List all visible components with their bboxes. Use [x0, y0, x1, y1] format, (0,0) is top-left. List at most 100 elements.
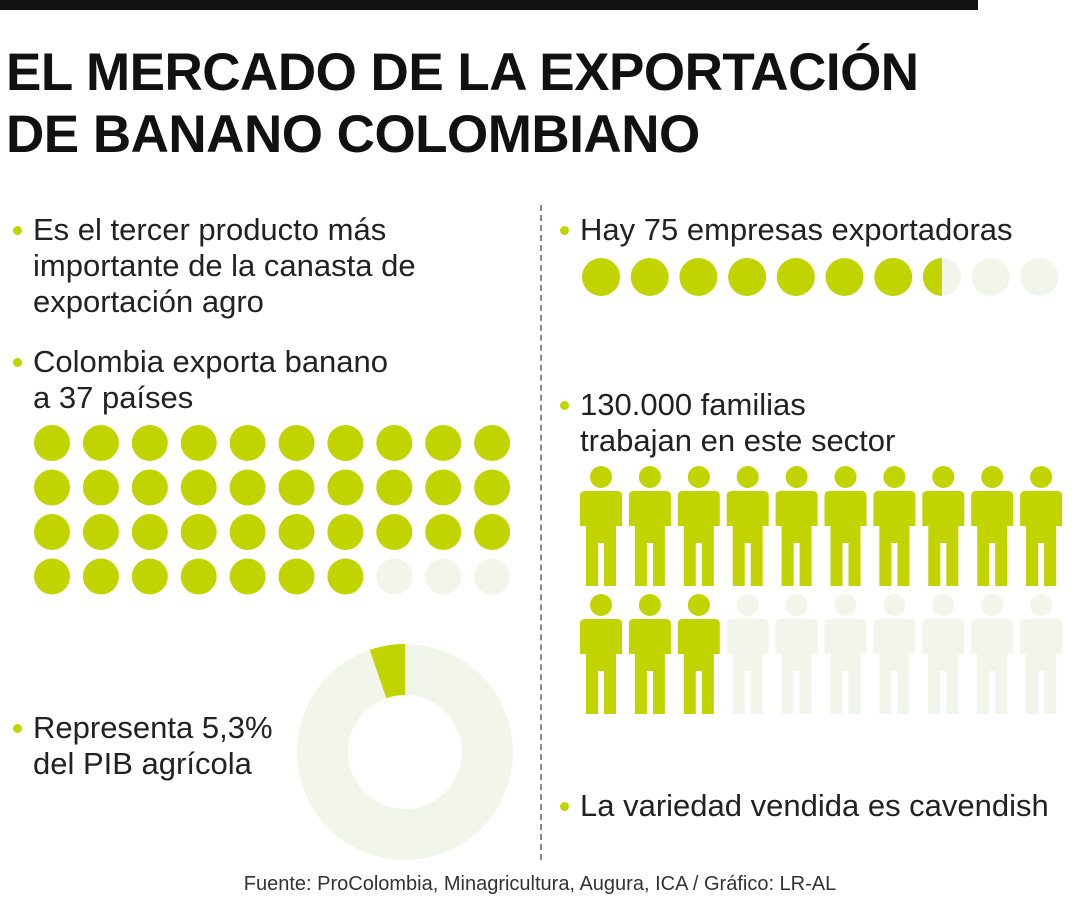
country-dot	[131, 558, 168, 595]
country-dot	[376, 469, 413, 506]
bullet-icon	[560, 401, 569, 410]
person-icon	[726, 594, 769, 714]
country-dot	[82, 558, 119, 595]
country-dot	[376, 514, 413, 550]
person-icon	[971, 466, 1014, 586]
company-dot	[1020, 258, 1059, 296]
person-icon	[922, 466, 965, 586]
fact-line: Representa 5,3%	[33, 710, 273, 745]
top-rule	[0, 0, 978, 10]
bullet-icon	[13, 226, 22, 235]
country-dot	[474, 558, 511, 595]
person-icon	[922, 594, 965, 714]
title-line-2: DE BANANO COLOMBIANO	[6, 105, 700, 164]
column-divider	[540, 205, 542, 860]
company-dot	[679, 258, 718, 296]
country-dot	[425, 558, 462, 595]
country-dot	[474, 514, 511, 550]
person-icon	[628, 466, 671, 586]
bullet-icon	[560, 802, 569, 811]
fact-pib: Representa 5,3% del PIB agrícola	[13, 710, 273, 782]
country-dot	[327, 514, 364, 550]
country-dot	[131, 469, 168, 506]
fact-companies: Hay 75 empresas exportadoras	[560, 212, 1013, 248]
country-dot	[229, 425, 266, 461]
fact-line: Colombia exporta banano	[33, 344, 389, 379]
country-dot	[180, 558, 217, 595]
page-title: EL MERCADO DE LA EXPORTACIÓN DE BANANO C…	[6, 42, 1006, 166]
person-icon	[1020, 594, 1063, 714]
country-dot	[474, 425, 511, 461]
company-dot	[582, 258, 620, 296]
country-dot	[131, 514, 168, 550]
country-dot	[327, 558, 364, 595]
person-icon	[873, 466, 916, 586]
country-dot	[278, 469, 315, 506]
country-dot	[229, 514, 266, 550]
country-dot	[425, 425, 462, 461]
country-dot	[180, 514, 217, 550]
country-dot	[82, 425, 119, 461]
country-dot	[82, 469, 119, 506]
fact-line: 130.000 familias	[580, 387, 806, 422]
country-dot	[474, 469, 511, 506]
donut-slice	[369, 644, 405, 699]
country-dot	[425, 469, 462, 506]
person-icon	[628, 594, 671, 714]
fact-line: La variedad vendida es cavendish	[580, 788, 1049, 823]
person-icon	[580, 594, 622, 714]
bullet-icon	[560, 226, 569, 235]
fact-line: trabajan en este sector	[580, 423, 896, 458]
company-dot	[630, 258, 669, 296]
country-dot	[425, 514, 462, 550]
company-dot-half	[922, 258, 942, 296]
country-dot	[278, 558, 315, 595]
person-icon	[824, 466, 867, 586]
bullet-icon	[13, 358, 22, 367]
person-icon	[971, 594, 1014, 714]
fact-variety: La variedad vendida es cavendish	[560, 788, 1049, 824]
country-dot	[180, 425, 217, 461]
country-dot	[278, 514, 315, 550]
country-dot	[229, 558, 266, 595]
person-icon	[677, 594, 720, 714]
country-dot	[34, 558, 70, 595]
bullet-icon	[13, 724, 22, 733]
person-icon	[726, 466, 769, 586]
country-dot	[131, 425, 168, 461]
country-dot	[327, 469, 364, 506]
person-icon	[580, 466, 622, 586]
country-dot	[327, 425, 364, 461]
fact-line: exportación agro	[33, 284, 264, 319]
country-dot	[34, 514, 70, 550]
country-dot	[34, 425, 70, 461]
person-icon	[873, 594, 916, 714]
fact-line: Hay 75 empresas exportadoras	[580, 212, 1013, 247]
company-dot	[776, 258, 815, 296]
person-icon	[824, 594, 867, 714]
country-dot	[180, 469, 217, 506]
country-dot	[82, 514, 119, 550]
person-icon	[677, 466, 720, 586]
fact-line: del PIB agrícola	[33, 746, 252, 781]
donut-remainder	[297, 644, 513, 860]
country-dot	[376, 558, 413, 595]
fact-line: Es el tercer producto más	[33, 212, 387, 247]
country-dot	[278, 425, 315, 461]
company-dot	[971, 258, 1010, 296]
fact-product-rank: Es el tercer producto más importante de …	[13, 212, 416, 320]
company-dot	[825, 258, 864, 296]
source-note: Fuente: ProColombia, Minagricultura, Aug…	[243, 873, 837, 895]
person-icon	[775, 466, 818, 586]
country-dot	[34, 469, 70, 506]
fact-families: 130.000 familias trabajan en este sector	[560, 387, 896, 459]
person-icon	[775, 594, 818, 714]
country-dot	[376, 425, 413, 461]
person-icon	[1020, 466, 1063, 586]
fact-countries: Colombia exporta banano a 37 países	[13, 344, 389, 416]
fact-line: a 37 países	[33, 380, 194, 415]
country-dot	[229, 469, 266, 506]
company-dot	[728, 258, 767, 296]
company-dot	[874, 258, 913, 296]
fact-line: importante de la canasta de	[33, 248, 416, 283]
